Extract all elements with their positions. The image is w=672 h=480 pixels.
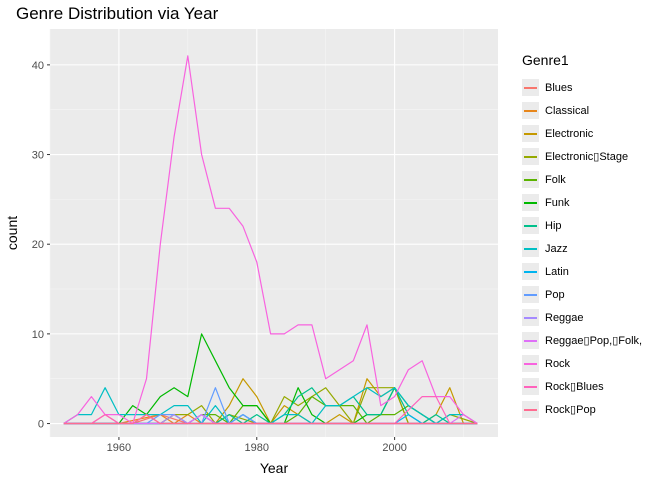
legend-label: Rock — [545, 357, 571, 370]
minor-gridlines — [49, 29, 498, 437]
legend-key — [522, 263, 539, 280]
legend-key — [522, 355, 539, 372]
legend-label: Electronic — [545, 127, 594, 140]
y-axis-label: count — [4, 216, 20, 250]
legend-key — [522, 378, 539, 395]
series-line-rock-pop — [63, 414, 478, 425]
legend-swatch — [524, 87, 537, 89]
legend-item: Folk — [522, 168, 662, 191]
plot-panel — [50, 29, 498, 437]
legend-key — [522, 217, 539, 234]
x-axis-label: Year — [260, 460, 289, 476]
legend-item: Blues — [522, 76, 662, 99]
legend-key — [522, 194, 539, 211]
legend-key — [522, 102, 539, 119]
legend-label: Folk — [545, 173, 566, 186]
y-tick-label: 10 — [32, 329, 44, 341]
legend-key — [522, 79, 539, 96]
legend-swatch — [524, 386, 537, 388]
legend-swatch — [524, 156, 537, 158]
y-tick-label: 40 — [32, 60, 44, 72]
legend-item: Reggae▯Pop,▯Folk, — [522, 329, 662, 352]
legend-item: Electronic — [522, 122, 662, 145]
legend-title: Genre1 — [522, 52, 569, 68]
y-tick-label: 0 — [38, 419, 44, 431]
legend-item: Jazz — [522, 237, 662, 260]
legend-swatch — [524, 340, 537, 342]
legend-swatch — [524, 271, 537, 273]
legend-label: Electronic▯Stage — [545, 151, 629, 163]
legend-label: Latin — [545, 265, 569, 278]
legend-key — [522, 171, 539, 188]
legend-label: Funk — [545, 196, 570, 209]
legend-key — [522, 309, 539, 326]
legend-swatch — [524, 363, 537, 365]
legend-swatch — [524, 133, 537, 135]
legend-label: Blues — [545, 81, 573, 94]
legend-label: Reggae▯Pop,▯Folk, — [545, 335, 643, 347]
legend: Genre1 Blues Classical Electronic Electroni… — [522, 52, 662, 421]
legend-key — [522, 286, 539, 303]
legend-key — [522, 401, 539, 418]
legend-item: Reggae — [522, 306, 662, 329]
y-tick-label: 30 — [32, 150, 44, 162]
legend-label: Classical — [545, 104, 590, 117]
axes: 1960 1980 2000 0 10 20 30 40 — [32, 60, 407, 454]
legend-swatch — [524, 110, 537, 112]
legend-item: Pop — [522, 283, 662, 306]
y-tick-label: 20 — [32, 239, 44, 251]
legend-swatch — [524, 294, 537, 296]
x-tick-label: 2000 — [382, 442, 406, 454]
series-lines — [63, 55, 478, 425]
legend-swatch — [524, 317, 537, 319]
legend-key — [522, 240, 539, 257]
legend-label: Hip — [545, 219, 562, 232]
x-tick-label: 1960 — [107, 442, 131, 454]
legend-swatch — [524, 225, 537, 227]
legend-label: Jazz — [545, 242, 568, 255]
legend-label: Rock▯Pop — [545, 404, 596, 416]
legend-swatch — [524, 409, 537, 411]
legend-item: Classical — [522, 99, 662, 122]
legend-item: Rock — [522, 352, 662, 375]
legend-item: Latin — [522, 260, 662, 283]
legend-label: Pop — [545, 288, 565, 301]
legend-key — [522, 148, 539, 165]
legend-item: Electronic▯Stage — [522, 145, 662, 168]
legend-label: Reggae — [545, 311, 584, 324]
legend-items: Blues Classical Electronic Electronic▯Stage… — [522, 76, 662, 421]
x-tick-label: 1980 — [245, 442, 269, 454]
legend-swatch — [524, 248, 537, 250]
legend-swatch — [524, 179, 537, 181]
legend-key — [522, 332, 539, 349]
legend-item: Rock▯Pop — [522, 398, 662, 421]
legend-swatch — [524, 202, 537, 204]
legend-item: Funk — [522, 191, 662, 214]
legend-label: Rock▯Blues — [545, 381, 604, 393]
chart-title: Genre Distribution via Year — [16, 4, 219, 23]
legend-item: Rock▯Blues — [522, 375, 662, 398]
legend-key — [522, 125, 539, 142]
legend-item: Hip — [522, 214, 662, 237]
